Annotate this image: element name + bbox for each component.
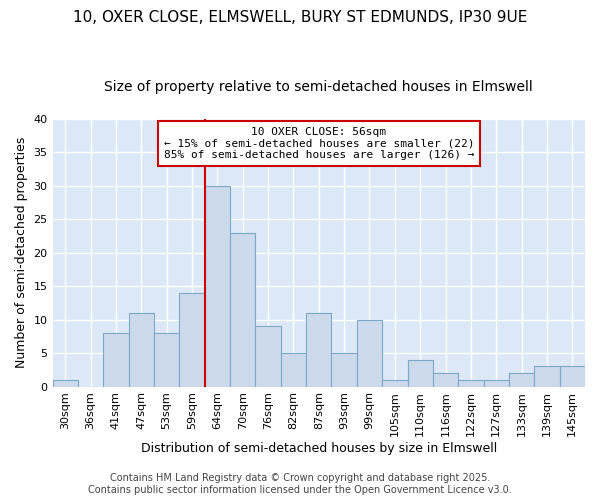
Bar: [103, 333, 128, 386]
Bar: [509, 373, 534, 386]
Text: 10 OXER CLOSE: 56sqm
← 15% of semi-detached houses are smaller (22)
85% of semi-: 10 OXER CLOSE: 56sqm ← 15% of semi-detac…: [164, 127, 474, 160]
Title: Size of property relative to semi-detached houses in Elmswell: Size of property relative to semi-detach…: [104, 80, 533, 94]
Bar: [458, 380, 484, 386]
Bar: [407, 360, 433, 386]
Bar: [433, 373, 458, 386]
Text: Contains HM Land Registry data © Crown copyright and database right 2025.
Contai: Contains HM Land Registry data © Crown c…: [88, 474, 512, 495]
Y-axis label: Number of semi-detached properties: Number of semi-detached properties: [15, 137, 28, 368]
Bar: [53, 380, 78, 386]
Bar: [382, 380, 407, 386]
Bar: [560, 366, 585, 386]
Bar: [179, 293, 205, 386]
Bar: [205, 186, 230, 386]
Bar: [534, 366, 560, 386]
Bar: [281, 353, 306, 386]
X-axis label: Distribution of semi-detached houses by size in Elmswell: Distribution of semi-detached houses by …: [140, 442, 497, 455]
Bar: [154, 333, 179, 386]
Bar: [256, 326, 281, 386]
Bar: [306, 313, 331, 386]
Bar: [128, 313, 154, 386]
Bar: [357, 320, 382, 386]
Bar: [230, 232, 256, 386]
Bar: [331, 353, 357, 386]
Bar: [484, 380, 509, 386]
Text: 10, OXER CLOSE, ELMSWELL, BURY ST EDMUNDS, IP30 9UE: 10, OXER CLOSE, ELMSWELL, BURY ST EDMUND…: [73, 10, 527, 25]
